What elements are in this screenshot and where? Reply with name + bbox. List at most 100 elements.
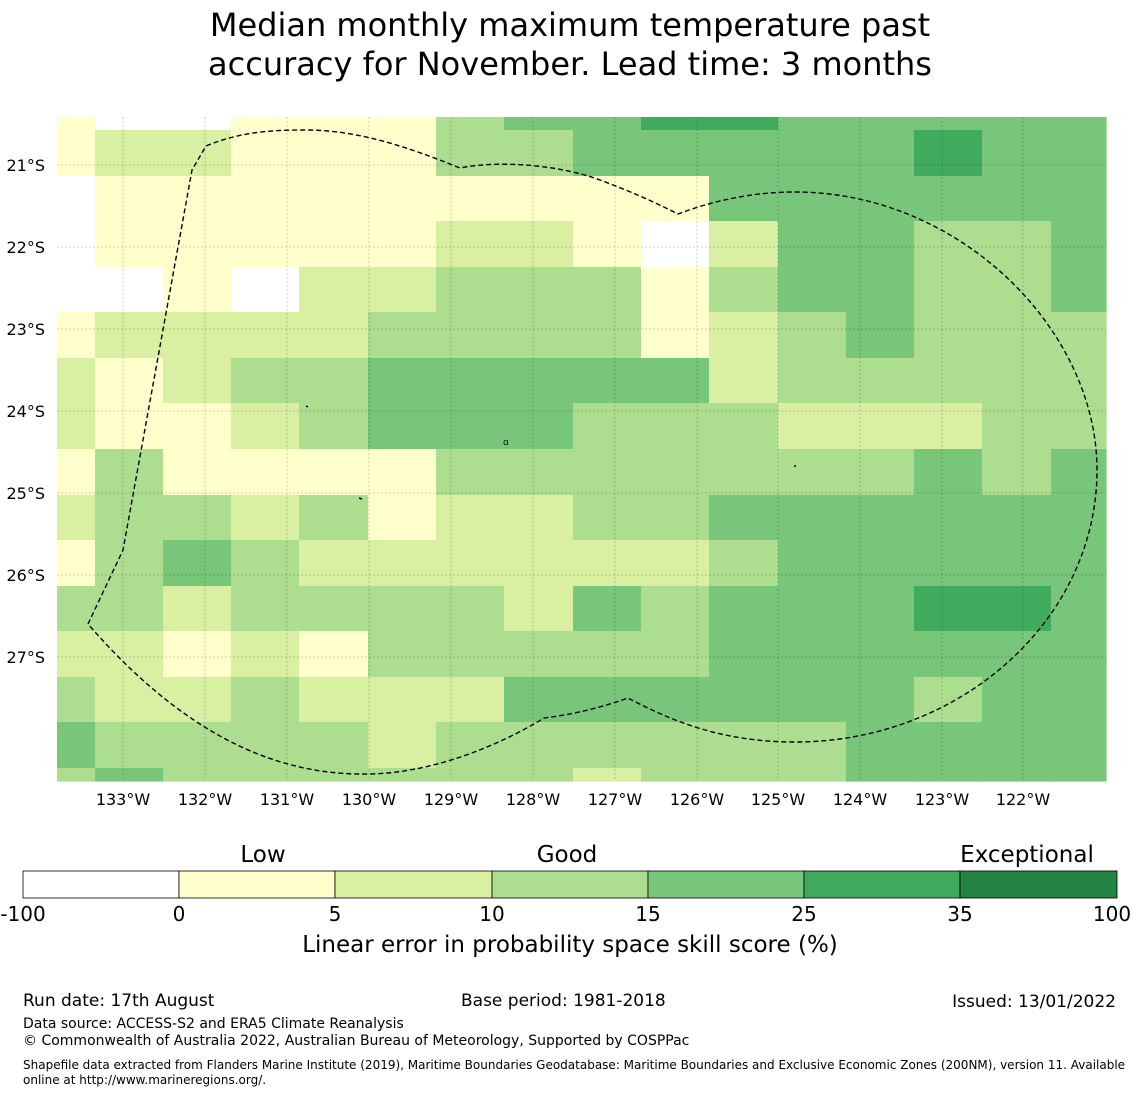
grid-cell: [846, 540, 915, 587]
grid-cell: [95, 677, 164, 723]
eez-boundary: [87, 129, 1098, 775]
grid-cell: [299, 312, 369, 359]
grid-cell: [95, 117, 164, 131]
grid-cell: [231, 358, 300, 404]
grid-cell: [914, 221, 983, 268]
grid-cell: [368, 677, 437, 723]
latitude-labels: 21°S 22°S 23°S 24°S 25°S 26°S 27°S: [6, 156, 45, 667]
grid-cell: [299, 130, 369, 177]
grid-cell: [504, 449, 574, 496]
grid-cell: [846, 722, 915, 769]
grid-cell: [914, 358, 983, 404]
grid-cell: [914, 449, 983, 496]
grid-cell: [641, 631, 710, 678]
grid-cell: [573, 221, 642, 268]
grid-cell: [95, 403, 164, 450]
grid-cell: [1051, 495, 1107, 541]
latitude-label: 25°S: [6, 484, 45, 503]
grid-cell: [368, 495, 437, 541]
grid-cell: [57, 358, 96, 404]
grid-cell: [436, 221, 505, 268]
grid-cell: [641, 449, 710, 496]
grid-cell: [231, 631, 300, 678]
grid-cell: [57, 495, 96, 541]
grid-cell: [846, 586, 915, 632]
grid-cell: [57, 722, 96, 769]
grid-cell: [95, 586, 164, 632]
grid-cell: [299, 540, 369, 587]
grid-cell: [504, 221, 574, 268]
grid-cell: [709, 677, 779, 723]
grid-cell: [299, 677, 369, 723]
latitude-label: 27°S: [6, 648, 45, 667]
grid-cell: [1051, 403, 1107, 450]
grid-cell: [778, 677, 847, 723]
longitude-label: 129°W: [424, 790, 479, 809]
grid-cell: [299, 117, 369, 131]
colorbar-tick: -100: [0, 902, 46, 926]
grid-cell: [504, 267, 574, 313]
grid-cell: [778, 358, 847, 404]
grid-cell: [846, 221, 915, 268]
colorbar-tick: 100: [1092, 902, 1132, 926]
grid-cell: [504, 540, 574, 587]
skill-grid: [57, 117, 1107, 782]
grid-cell: [299, 267, 369, 313]
longitude-label: 124°W: [833, 790, 888, 809]
grid-cell: [231, 267, 300, 313]
grid-cell: [368, 358, 437, 404]
grid-cell: [573, 130, 642, 177]
colorbar-tick: 10: [479, 902, 505, 926]
longitude-label: 127°W: [588, 790, 643, 809]
grid-cell: [436, 130, 505, 177]
grid-cell: [95, 358, 164, 404]
grid-cell: [436, 312, 505, 359]
grid-cell: [299, 449, 369, 496]
run-date: Run date: 17th August: [23, 991, 215, 1011]
grid-cell: [641, 768, 710, 782]
grid-cell: [436, 449, 505, 496]
grid-cell: [778, 130, 847, 177]
grid-cell: [709, 631, 779, 678]
longitude-label: 122°W: [996, 790, 1051, 809]
grid-cell: [504, 586, 574, 632]
grid-cell: [163, 312, 232, 359]
grid-cell: [982, 677, 1052, 723]
grid-cell: [914, 312, 983, 359]
grid-cell: [982, 117, 1052, 131]
longitude-label: 125°W: [751, 790, 806, 809]
grid-cell: [641, 586, 710, 632]
grid-cell: [163, 677, 232, 723]
grid-cell: [436, 495, 505, 541]
grid-cell: [709, 267, 779, 313]
grid-cell: [231, 130, 300, 177]
grid-cell: [709, 540, 779, 587]
grid-cell: [95, 267, 164, 313]
grid-cell: [95, 631, 164, 678]
colorbar-segment: [22, 870, 180, 899]
grid-cell: [982, 267, 1052, 313]
grid-cell: [641, 495, 710, 541]
grid-cell: [57, 768, 96, 782]
grid-cell: [57, 117, 96, 131]
grid-cell: [846, 358, 915, 404]
colorbar-label: Linear error in probability space skill …: [302, 932, 838, 958]
grid-cell: [982, 176, 1052, 222]
grid-cell: [641, 176, 710, 222]
grid-cell: [982, 358, 1052, 404]
grid-cell: [163, 449, 232, 496]
grid-cell: [504, 495, 574, 541]
grid-cell: [57, 130, 96, 177]
grid-cell: [846, 117, 915, 131]
grid-cell: [163, 267, 232, 313]
grid-cell: [846, 176, 915, 222]
grid-cell: [57, 176, 96, 222]
island-mark: [358, 497, 363, 500]
grid-cell: [163, 176, 232, 222]
grid-cell: [709, 312, 779, 359]
grid-cell: [163, 495, 232, 541]
grid-cell: [299, 176, 369, 222]
longitude-label: 130°W: [342, 790, 397, 809]
grid-cell: [846, 495, 915, 541]
grid-cell: [573, 312, 642, 359]
